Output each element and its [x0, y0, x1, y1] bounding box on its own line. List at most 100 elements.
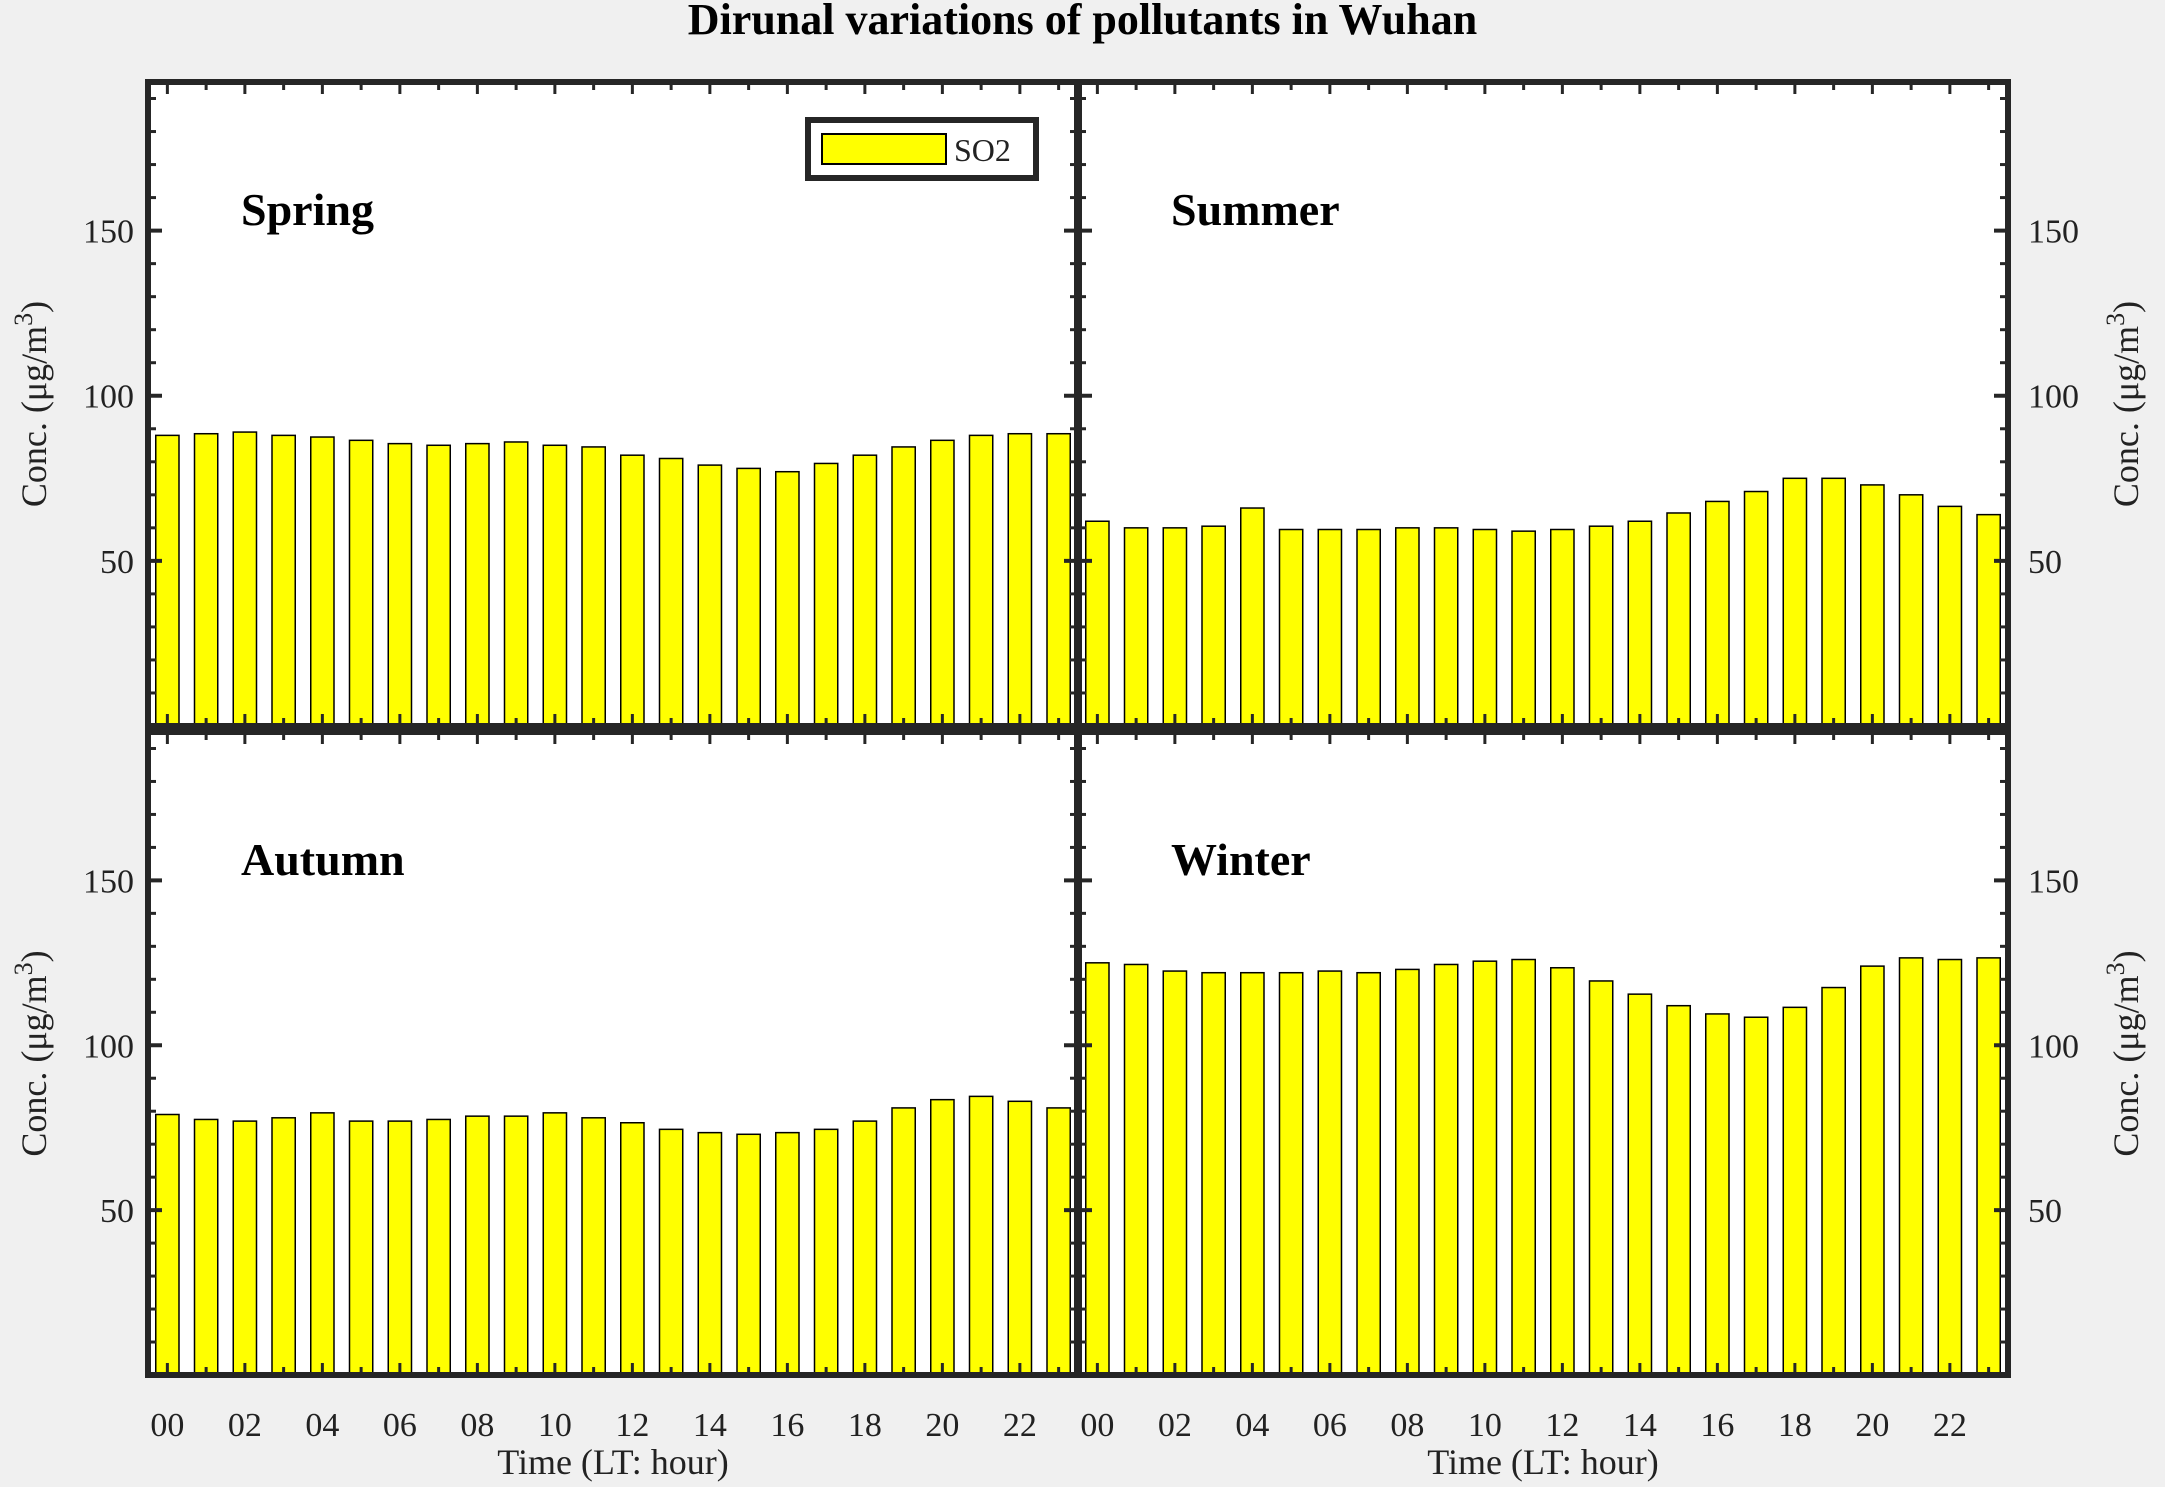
bar — [736, 1133, 761, 1376]
x-tick-label: 10 — [538, 1407, 572, 1444]
figure-title: Dirunal variations of pollutants in Wuha… — [687, 0, 1478, 44]
bar — [1898, 957, 1924, 1376]
bar — [348, 439, 374, 727]
bar — [1007, 1100, 1033, 1376]
bar — [1937, 958, 1963, 1376]
bar — [1278, 528, 1304, 727]
y-axis-label: Conc. (μg/m3) — [9, 950, 54, 1156]
bar — [1937, 505, 1963, 727]
panel-background — [1078, 732, 2008, 1375]
bar — [1240, 971, 1265, 1376]
x-tick-label: 18 — [1778, 1407, 1812, 1444]
bar — [813, 1128, 839, 1376]
bar — [1201, 525, 1226, 727]
y-axis-label-close: ) — [14, 950, 54, 962]
bar — [1123, 527, 1149, 727]
panel-background — [148, 732, 1078, 1375]
bar — [775, 470, 800, 727]
bar — [1201, 971, 1226, 1376]
bar — [620, 454, 645, 727]
bar — [1588, 525, 1614, 727]
bar — [1278, 971, 1304, 1376]
x-tick-label: 18 — [848, 1407, 882, 1444]
bar — [1162, 527, 1188, 727]
bar — [1472, 528, 1498, 727]
bar — [387, 1120, 413, 1376]
x-tick-label: 12 — [1545, 1407, 1579, 1444]
bar — [1821, 477, 1846, 727]
bar — [1782, 477, 1808, 727]
x-tick-label: 00 — [150, 1407, 184, 1444]
bar — [503, 441, 529, 727]
y-tick-label: 100 — [83, 1028, 134, 1065]
bar — [658, 457, 684, 727]
y-tick-label: 150 — [83, 863, 134, 900]
bar — [658, 1128, 684, 1376]
bar — [1588, 980, 1614, 1376]
bar — [968, 1095, 994, 1376]
bar — [1550, 967, 1575, 1376]
bar — [1085, 520, 1110, 727]
bar — [1046, 1107, 1071, 1376]
x-tick-label: 20 — [1855, 1407, 1889, 1444]
panel-label: Spring — [241, 184, 374, 235]
bar — [426, 444, 451, 727]
bar — [1550, 528, 1575, 727]
bar — [1085, 962, 1110, 1376]
bar — [503, 1115, 529, 1376]
bar — [348, 1120, 374, 1376]
bar — [310, 436, 335, 727]
bar — [1743, 1016, 1769, 1376]
bar — [581, 446, 606, 727]
bar — [1046, 432, 1071, 727]
x-tick-label: 06 — [383, 1407, 417, 1444]
y-axis-label-close: ) — [2106, 950, 2146, 962]
bar — [542, 444, 568, 727]
bar — [1743, 490, 1769, 727]
y-axis-label-superscript: 3 — [9, 962, 38, 975]
bar — [1860, 965, 1885, 1376]
x-axis-label: Time (LT: hour) — [1427, 1442, 1659, 1482]
bar — [387, 442, 413, 727]
bar — [1821, 986, 1846, 1376]
legend-swatch — [821, 133, 947, 165]
bar — [1782, 1006, 1808, 1376]
x-tick-label: 02 — [228, 1407, 262, 1444]
y-axis-label-superscript: 3 — [9, 313, 38, 326]
bar — [1317, 528, 1343, 727]
bar — [542, 1112, 568, 1376]
bar — [1976, 957, 2001, 1376]
y-tick-label: 150 — [2028, 214, 2079, 251]
bar — [1317, 970, 1343, 1376]
y-axis-label-text: Conc. (μg/m — [2106, 326, 2146, 507]
x-tick-label: 16 — [770, 1407, 804, 1444]
x-tick-label: 14 — [1623, 1407, 1657, 1444]
bar — [620, 1122, 645, 1376]
bar — [271, 434, 296, 727]
legend-entry: SO2 — [954, 132, 1011, 168]
bar — [232, 431, 258, 727]
bar — [891, 1107, 916, 1376]
bar — [852, 454, 878, 727]
x-tick-label: 04 — [305, 1407, 339, 1444]
bar — [930, 1098, 955, 1376]
x-tick-label: 16 — [1700, 1407, 1734, 1444]
bar — [1511, 958, 1536, 1376]
bar — [193, 432, 219, 727]
y-tick-label: 150 — [83, 214, 134, 251]
bar — [426, 1118, 451, 1376]
x-tick-label: 10 — [1468, 1407, 1502, 1444]
y-tick-label: 100 — [2028, 379, 2079, 416]
bar — [1666, 512, 1691, 727]
panel-background — [148, 82, 1078, 726]
x-tick-label: 14 — [693, 1407, 727, 1444]
y-axis-label: Conc. (μg/m3) — [9, 301, 54, 507]
bar — [310, 1112, 335, 1376]
bar — [1627, 520, 1653, 727]
y-axis-label-text: Conc. (μg/m — [14, 975, 54, 1156]
y-tick-label: 100 — [83, 379, 134, 416]
bar — [1007, 432, 1033, 727]
y-axis-label-superscript: 3 — [2101, 313, 2130, 326]
bar — [465, 442, 490, 727]
